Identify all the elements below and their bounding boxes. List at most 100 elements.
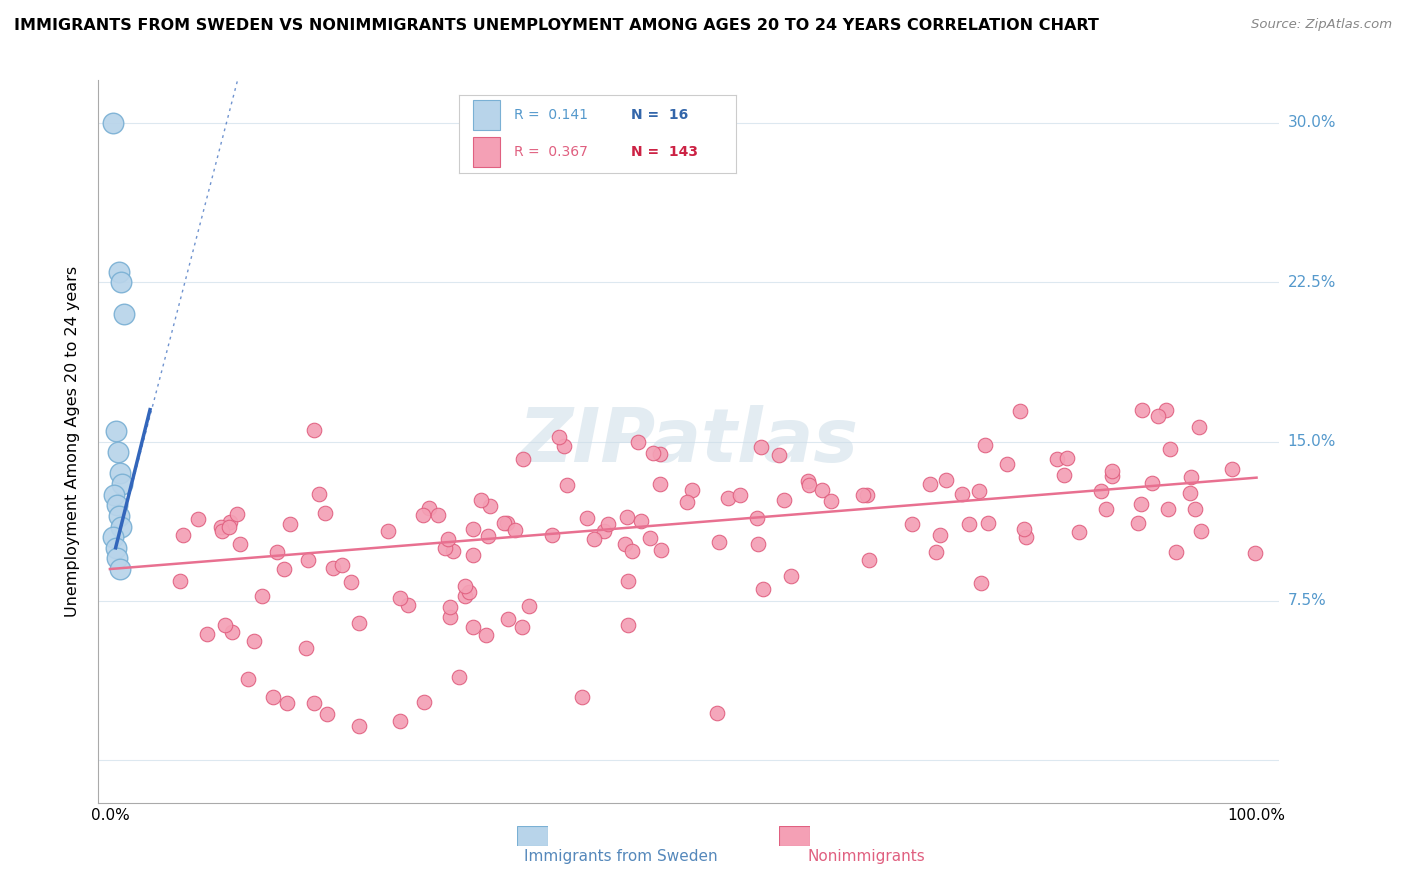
Point (935, 473, 957, 487)
Point (105, 498, 128, 512)
Text: IMMIGRANTS FROM SWEDEN VS NONIMMIGRANTS UNEMPLOYMENT AMONG AGES 20 TO 24 YEARS C: IMMIGRANTS FROM SWEDEN VS NONIMMIGRANTS … (14, 18, 1099, 33)
Point (592, 524, 614, 538)
Point (512, 451, 534, 466)
Point (340, 574, 363, 589)
Point (717, 491, 740, 505)
Point (314, 506, 336, 520)
Point (1180, 469, 1202, 483)
Point (108, 508, 131, 523)
Point (650, 542, 672, 557)
Point (858, 553, 880, 567)
Point (437, 532, 460, 546)
Point (470, 492, 492, 507)
Point (478, 499, 501, 513)
Point (638, 532, 661, 546)
Point (503, 524, 526, 538)
Point (571, 690, 593, 704)
Point (617, 618, 640, 632)
Point (107, 445, 129, 459)
Point (1101, 468, 1123, 483)
Point (447, 670, 470, 684)
Point (1126, 516, 1149, 530)
Point (195, 627, 218, 641)
Point (797, 477, 820, 491)
Point (225, 507, 247, 521)
Point (1090, 483, 1112, 498)
Point (214, 618, 236, 632)
Point (1014, 530, 1036, 544)
Point (475, 628, 498, 642)
Point (463, 522, 485, 536)
Point (396, 599, 419, 613)
Point (252, 589, 274, 603)
Point (929, 527, 952, 541)
Point (418, 500, 440, 515)
Point (103, 530, 125, 544)
Point (1130, 402, 1153, 417)
Point (707, 535, 730, 549)
Point (1244, 546, 1267, 560)
Point (547, 430, 569, 444)
Point (751, 582, 773, 596)
Point (768, 448, 790, 462)
Point (426, 508, 449, 522)
Y-axis label: Unemployment Among Ages 20 to 24 years: Unemployment Among Ages 20 to 24 years (65, 266, 80, 617)
Point (630, 515, 652, 529)
Point (780, 568, 803, 582)
Point (797, 475, 820, 489)
Point (925, 545, 948, 559)
Point (970, 576, 993, 591)
Point (1101, 464, 1123, 478)
Point (388, 714, 411, 728)
Text: 7.5%: 7.5% (1288, 593, 1326, 608)
Point (1184, 502, 1206, 516)
Point (461, 620, 484, 634)
Point (308, 487, 330, 501)
Point (1189, 524, 1212, 538)
Point (1146, 409, 1168, 424)
Text: Source: ZipAtlas.com: Source: ZipAtlas.com (1251, 18, 1392, 31)
Point (641, 446, 664, 460)
Point (295, 641, 318, 656)
Point (648, 447, 671, 461)
Point (541, 528, 564, 542)
Point (1164, 545, 1187, 559)
Point (238, 672, 260, 686)
Point (496, 516, 519, 531)
Point (439, 610, 461, 624)
Point (266, 545, 288, 559)
Point (553, 440, 575, 454)
Point (1129, 498, 1152, 512)
Point (1157, 502, 1180, 516)
Point (745, 511, 768, 525)
Point (302, 423, 325, 437)
Point (388, 591, 411, 606)
Point (413, 694, 436, 708)
Text: 30.0%: 30.0% (1288, 115, 1336, 130)
Point (103, 116, 125, 130)
Point (441, 544, 464, 558)
Point (297, 553, 319, 567)
Point (675, 494, 697, 508)
Point (974, 438, 997, 452)
Point (433, 541, 456, 555)
Point (1067, 524, 1090, 539)
Point (218, 515, 240, 529)
Point (1056, 450, 1078, 465)
Point (209, 520, 232, 534)
Point (439, 599, 461, 614)
Point (103, 488, 125, 502)
Point (706, 706, 728, 720)
Point (1159, 442, 1181, 457)
Point (627, 434, 650, 449)
Point (316, 706, 339, 721)
Text: 15.0%: 15.0% (1288, 434, 1336, 449)
Point (494, 516, 516, 531)
Point (111, 477, 134, 491)
Point (751, 440, 773, 454)
Point (1188, 420, 1211, 434)
Point (620, 544, 643, 558)
Point (1142, 476, 1164, 491)
Point (243, 633, 266, 648)
Point (1010, 403, 1032, 417)
